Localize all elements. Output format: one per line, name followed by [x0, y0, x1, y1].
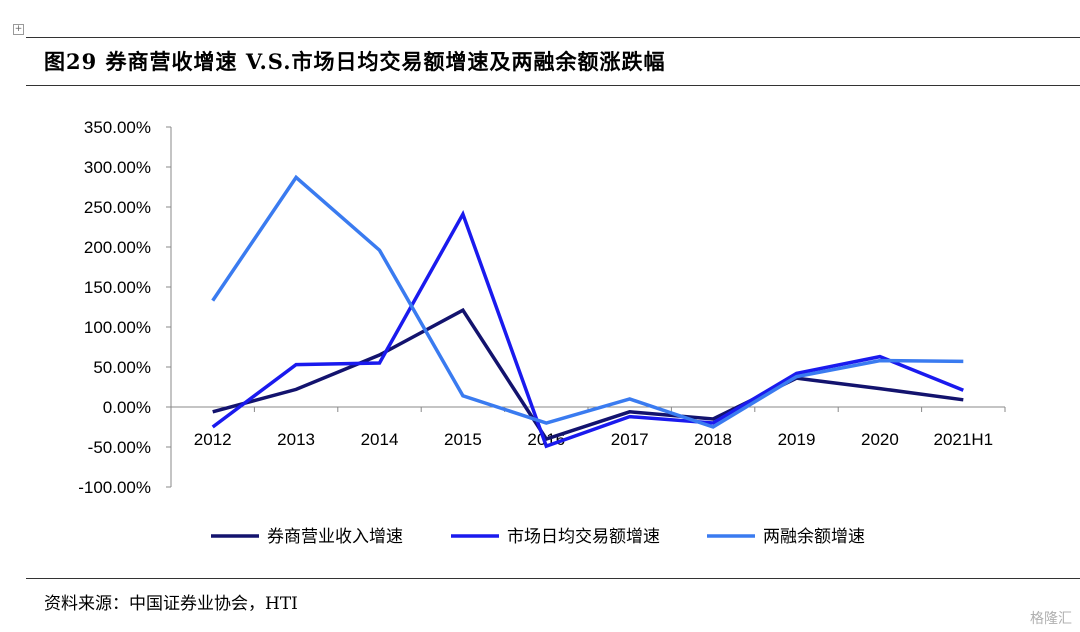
y-tick-label: 0.00%	[103, 398, 151, 417]
legend-label: 市场日均交易额增速	[507, 527, 660, 547]
title-divider	[26, 85, 1080, 86]
y-tick-label: 50.00%	[93, 358, 151, 377]
x-tick-label: 2019	[778, 430, 816, 449]
series-line-3	[211, 174, 964, 429]
y-tick-label: 200.00%	[84, 238, 151, 257]
y-tick-label: 300.00%	[84, 158, 151, 177]
source-divider	[26, 578, 1080, 579]
legend-label: 券商营业收入增速	[267, 527, 403, 547]
series-line-1	[212, 307, 964, 442]
y-tick-label: 100.00%	[84, 318, 151, 337]
figure-title: 图29 券商营收增速 V.S.市场日均交易额增速及两融余额涨跌幅	[44, 49, 666, 74]
y-tick-label: 150.00%	[84, 278, 151, 297]
expand-icon[interactable]: +	[13, 24, 24, 35]
y-tick-label: -100.00%	[78, 478, 151, 497]
x-tick-label: 2018	[694, 430, 732, 449]
x-tick-label: 2012	[194, 430, 232, 449]
watermark-logo: 格隆汇	[1030, 611, 1072, 627]
x-tick-label: 2015	[444, 430, 482, 449]
x-tick-label: 2013	[277, 430, 315, 449]
y-tick-label: -50.00%	[88, 438, 151, 457]
top-divider	[26, 37, 1080, 38]
line-chart: -100.00% -50.00% 0.00% 50.00% 100.00% 150.00%…	[78, 118, 1006, 547]
x-tick-label: 2014	[361, 430, 399, 449]
y-tick-label: 350.00%	[84, 118, 151, 137]
series-line-2	[211, 209, 964, 449]
legend-label: 两融余额增速	[763, 527, 865, 547]
x-tick-label: 2017	[611, 430, 649, 449]
x-tick-label: 2020	[861, 430, 899, 449]
source-note: 资料来源：中国证券业协会，HTI	[44, 594, 298, 614]
x-tick-label: 2021H1	[934, 430, 994, 449]
y-tick-label: 250.00%	[84, 198, 151, 217]
